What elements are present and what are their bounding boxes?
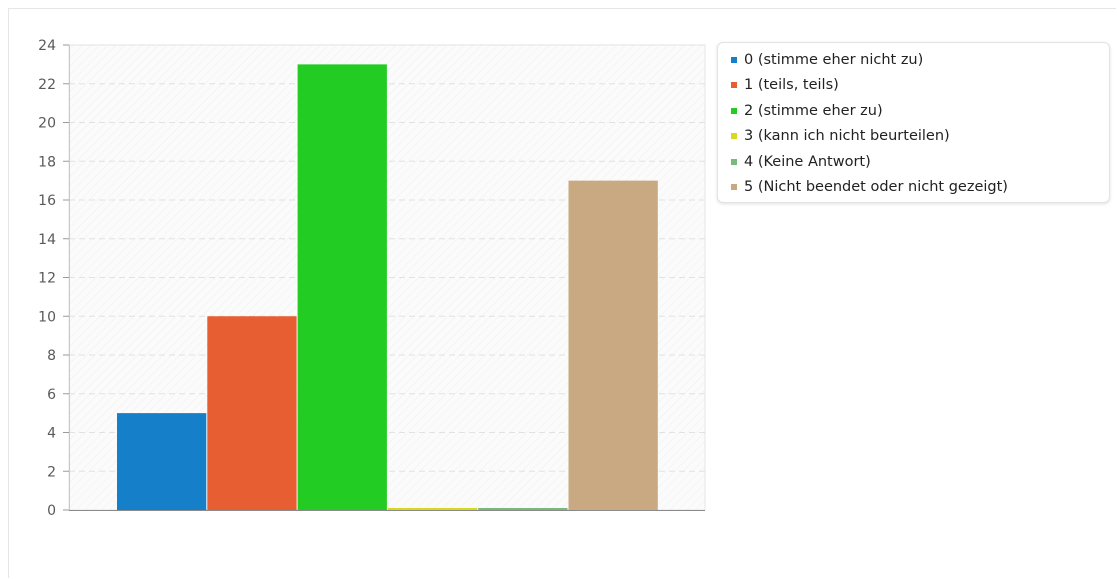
legend-label: 0 (stimme eher nicht zu) (744, 51, 924, 68)
legend-label: 3 (kann ich nicht beurteilen) (744, 128, 950, 145)
chart-legend: 0 (stimme eher nicht zu) 1 (teils, teils)… (717, 42, 1110, 203)
legend-swatch (731, 56, 737, 63)
bar-1 (207, 316, 297, 510)
y-tick-label: 22 (38, 77, 56, 93)
legend-label: 5 (Nicht beendet oder nicht gezeigt) (744, 179, 1008, 196)
y-tick-label: 0 (47, 503, 56, 519)
legend-label: 1 (teils, teils) (744, 77, 839, 94)
y-tick-label: 6 (47, 387, 56, 403)
bars (117, 64, 658, 510)
bar-3 (387, 508, 478, 510)
legend-item: 5 (Nicht beendet oder nicht gezeigt) (731, 175, 1109, 201)
y-tick-label: 24 (38, 38, 56, 54)
y-tick-label: 8 (47, 348, 56, 364)
y-tick-label: 18 (38, 154, 56, 170)
legend-swatch (731, 107, 737, 114)
legend-item: 4 (Keine Antwort) (731, 149, 1109, 175)
bar-4 (478, 508, 568, 510)
legend-label: 4 (Keine Antwort) (744, 153, 871, 170)
legend-swatch (731, 184, 737, 191)
legend-label: 2 (stimme eher zu) (744, 102, 883, 119)
legend-swatch (731, 133, 737, 140)
legend-item: 0 (stimme eher nicht zu) (731, 47, 1109, 73)
chart-frame (8, 8, 1116, 578)
bar-5 (568, 180, 658, 510)
y-tick-label: 12 (38, 271, 56, 287)
legend-item: 3 (kann ich nicht beurteilen) (731, 124, 1109, 150)
legend-item: 1 (teils, teils) (731, 73, 1109, 99)
y-tick-label: 2 (47, 464, 56, 480)
bar-0 (117, 413, 207, 510)
y-tick-label: 4 (47, 426, 56, 442)
legend-swatch (731, 82, 737, 89)
y-tick-label: 14 (38, 232, 56, 248)
legend-swatch (731, 158, 737, 165)
y-tick-label: 16 (38, 193, 56, 209)
y-tick-label: 20 (38, 116, 56, 132)
y-tick-label: 10 (38, 309, 56, 325)
bar-2 (297, 64, 387, 510)
legend-item: 2 (stimme eher zu) (731, 98, 1109, 124)
